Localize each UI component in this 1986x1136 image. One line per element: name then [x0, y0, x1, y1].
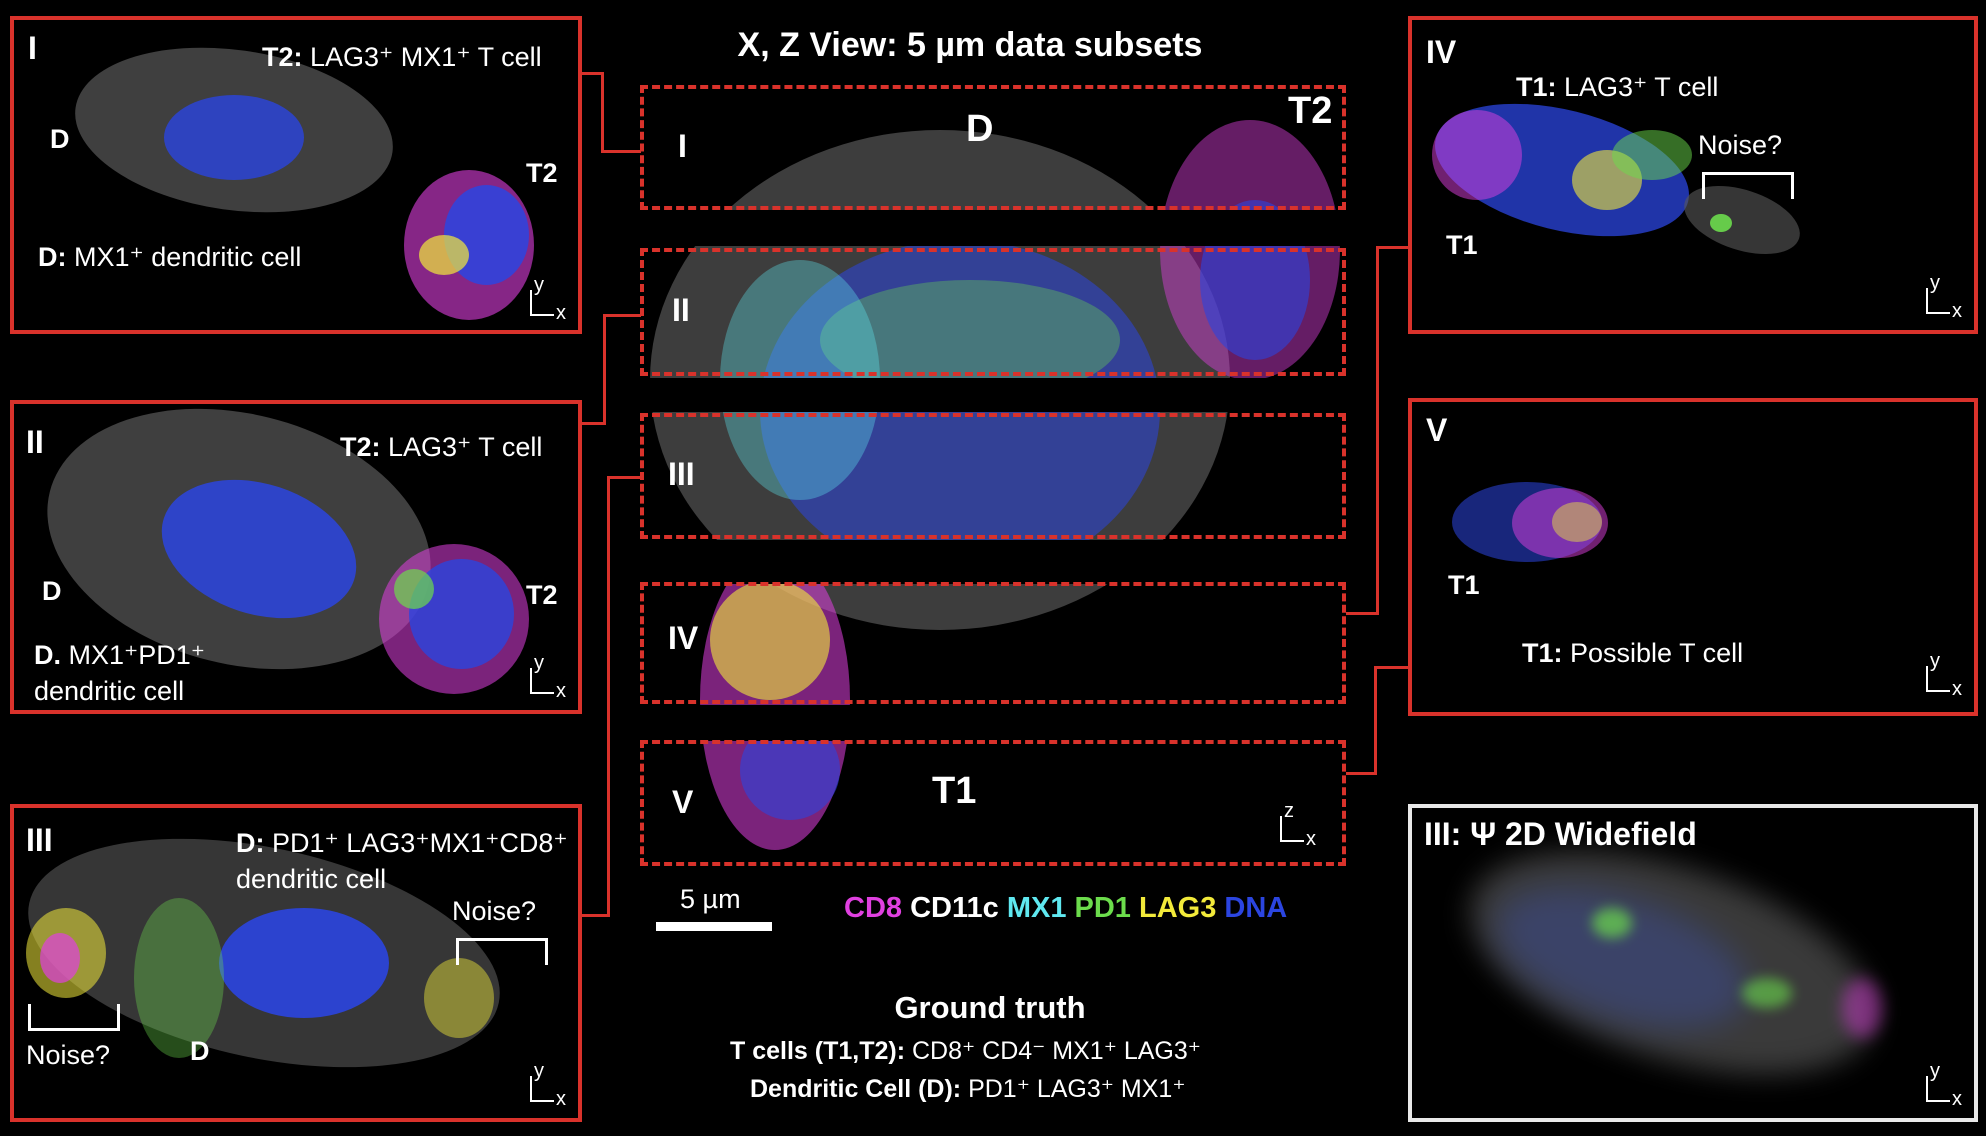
ground-truth-line-2: Dendritic Cell (D): PD1⁺ LAG3⁺ MX1⁺ — [750, 1075, 1186, 1103]
panel-II-roman: II — [26, 424, 44, 460]
section-label-II: II — [672, 292, 690, 328]
panel-III-roman: III — [26, 822, 53, 858]
scale-bar-label: 5 µm — [680, 884, 741, 914]
section-label-IV: IV — [668, 620, 699, 656]
section-box-I — [640, 85, 1346, 210]
legend-dna: DNA — [1224, 892, 1288, 924]
panel-III-D: D — [190, 1036, 210, 1066]
section-box-III — [640, 413, 1346, 539]
noise-bracket-left — [28, 1004, 120, 1031]
pd1-signal — [820, 280, 1120, 400]
legend-mx1: MX1 — [1006, 892, 1067, 924]
panel-III-noise-left: Noise? — [26, 1040, 111, 1070]
noise-bracket-right — [456, 938, 548, 965]
center-label-T1: T1 — [932, 770, 977, 812]
t1-lag3 — [710, 580, 830, 700]
section-box-V — [640, 740, 1346, 866]
legend-lag3: LAG3 — [1139, 892, 1217, 924]
panel-III-title: D: PD1⁺ LAG3⁺MX1⁺CD8⁺ — [236, 828, 568, 858]
section-label-III: III — [668, 456, 695, 492]
panel-I: I T2: LAG3⁺ MX1⁺ T cell D T2 D: MX1⁺ den… — [10, 16, 582, 334]
ground-truth-heading: Ground truth — [894, 990, 1086, 1025]
center-label-D: D — [966, 108, 994, 150]
legend-cd11c: CD11c — [910, 892, 999, 924]
panel-II-title: T2: LAG3⁺ T cell — [340, 432, 543, 462]
section-box-II — [640, 248, 1346, 376]
panel-V-T1: T1 — [1448, 570, 1480, 600]
channel-legend: CD8 CD11c MX1 PD1 LAG3 DNA — [844, 892, 1287, 925]
panel-I-desc: D: MX1⁺ dendritic cell — [38, 242, 302, 272]
panel-IV-T1: T1 — [1446, 230, 1478, 260]
ground-truth-line-1: T cells (T1,T2): CD8⁺ CD4⁻ MX1⁺ LAG3⁺ — [730, 1037, 1201, 1065]
panel-I-title: T2: LAG3⁺ MX1⁺ T cell — [262, 42, 542, 72]
panel-II-desc-line2: dendritic cell — [34, 676, 185, 706]
panel-II-T2: T2 — [526, 580, 558, 610]
center-label-T2: T2 — [1288, 90, 1333, 132]
panel-III-title-line2: dendritic cell — [236, 864, 387, 894]
panel-I-D: D — [50, 124, 70, 154]
legend-pd1: PD1 — [1074, 892, 1131, 924]
figure-title: X, Z View: 5 µm data subsets — [737, 26, 1203, 64]
panel-IV-noise: Noise? — [1698, 130, 1783, 160]
legend-cd8: CD8 — [844, 892, 903, 924]
panel-II-desc: D. MX1⁺PD1⁺ — [34, 640, 206, 670]
widefield-title: III: Ψ 2D Widefield — [1424, 816, 1697, 852]
t1-nucleus — [740, 720, 840, 820]
scale-bar — [656, 922, 772, 931]
panel-I-T2: T2 — [526, 158, 558, 188]
section-box-IV — [640, 582, 1346, 704]
panel-II-D: D — [42, 576, 62, 606]
panel-V-roman: V — [1426, 412, 1448, 448]
noise-bracket — [1702, 172, 1794, 199]
panel-III: III D: PD1⁺ LAG3⁺MX1⁺CD8⁺ dendritic cell… — [10, 804, 582, 1122]
panel-IV-title: T1: LAG3⁺ T cell — [1516, 72, 1719, 102]
section-label-V: V — [672, 784, 694, 820]
panel-I-roman: I — [28, 30, 37, 66]
panel-II: II T2: LAG3⁺ T cell D T2 D. MX1⁺PD1⁺ den… — [10, 400, 582, 714]
section-label-I: I — [678, 128, 687, 164]
panel-V-desc: T1: Possible T cell — [1522, 638, 1744, 668]
panel-IV-roman: IV — [1426, 34, 1457, 70]
panel-III-noise-right: Noise? — [452, 896, 537, 926]
